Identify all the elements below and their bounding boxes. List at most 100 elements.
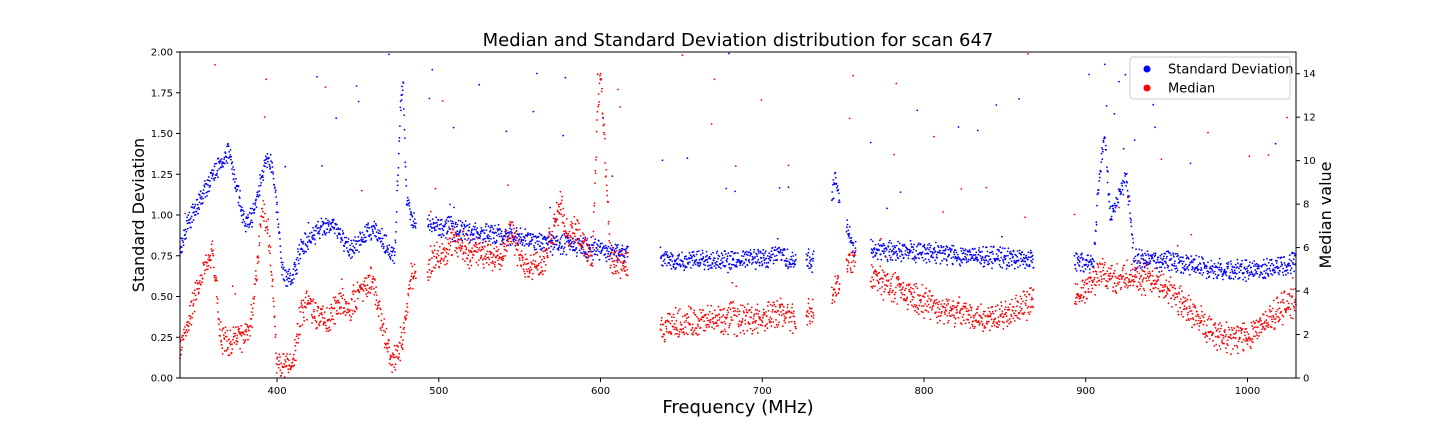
data-point xyxy=(851,271,854,274)
data-point xyxy=(1165,262,1167,264)
data-point xyxy=(757,258,760,261)
data-point xyxy=(473,233,475,236)
data-point xyxy=(760,251,762,254)
data-point xyxy=(715,252,718,255)
data-point xyxy=(293,359,296,362)
data-point xyxy=(364,287,367,290)
data-point xyxy=(661,159,664,162)
data-point xyxy=(1002,262,1005,264)
data-point xyxy=(245,328,248,331)
data-point xyxy=(775,319,777,321)
data-point xyxy=(885,248,888,251)
data-point xyxy=(937,306,939,309)
data-point xyxy=(834,171,837,174)
data-point xyxy=(1228,275,1231,277)
data-point xyxy=(721,254,724,257)
data-point xyxy=(887,279,890,282)
data-point xyxy=(1028,265,1031,268)
data-point xyxy=(933,247,936,249)
data-point xyxy=(917,242,920,245)
data-point xyxy=(664,262,666,265)
data-point xyxy=(703,320,705,323)
data-point xyxy=(535,267,538,270)
data-point xyxy=(414,226,417,229)
data-point xyxy=(394,241,397,244)
data-point xyxy=(1076,257,1079,259)
data-point xyxy=(1085,279,1087,281)
data-point xyxy=(364,225,366,228)
data-point xyxy=(349,309,351,311)
data-point xyxy=(261,207,264,210)
data-point xyxy=(1200,267,1203,269)
data-point xyxy=(1029,306,1032,309)
data-point xyxy=(529,254,532,257)
data-point xyxy=(805,253,808,256)
data-point xyxy=(515,242,517,244)
data-point xyxy=(607,245,610,248)
data-point xyxy=(1011,309,1014,312)
data-point xyxy=(1292,258,1295,261)
data-point xyxy=(279,245,282,248)
data-point xyxy=(367,274,370,277)
data-point xyxy=(682,331,685,334)
data-point xyxy=(315,321,318,324)
data-point xyxy=(986,254,988,257)
data-point xyxy=(509,243,511,245)
data-point xyxy=(1176,269,1179,272)
data-point xyxy=(621,262,624,265)
data-point xyxy=(492,228,495,231)
data-point xyxy=(1290,272,1292,275)
data-point xyxy=(322,305,324,308)
data-point xyxy=(812,257,815,260)
data-point xyxy=(1236,258,1239,261)
data-point xyxy=(939,319,941,322)
data-point xyxy=(1191,268,1193,271)
data-point xyxy=(198,201,201,204)
data-point xyxy=(845,226,848,229)
data-point xyxy=(352,239,355,242)
data-point xyxy=(432,266,435,269)
data-point xyxy=(731,263,733,266)
data-point xyxy=(310,300,313,303)
data-point xyxy=(1212,277,1215,280)
data-point xyxy=(685,320,687,322)
data-point xyxy=(836,293,838,296)
data-point xyxy=(231,343,233,345)
data-point xyxy=(878,271,881,274)
data-point xyxy=(1165,257,1168,260)
data-point xyxy=(548,230,551,233)
data-point xyxy=(1122,179,1124,182)
chart-title: Median and Standard Deviation distributi… xyxy=(483,30,994,51)
data-point xyxy=(664,321,667,324)
data-point xyxy=(987,320,990,323)
data-point xyxy=(1128,195,1131,197)
data-point xyxy=(903,297,905,300)
data-point xyxy=(581,232,584,235)
data-point xyxy=(568,230,571,233)
data-point xyxy=(1023,294,1026,296)
data-point xyxy=(428,97,431,100)
data-point xyxy=(1116,198,1119,201)
data-point xyxy=(454,249,456,252)
data-point xyxy=(786,265,788,267)
data-point xyxy=(459,230,461,233)
data-point xyxy=(365,289,368,291)
data-point xyxy=(1255,265,1257,267)
data-point xyxy=(621,247,624,250)
data-point xyxy=(466,234,469,237)
data-point xyxy=(408,204,411,207)
data-point xyxy=(309,302,312,305)
data-point xyxy=(266,232,269,235)
data-point xyxy=(192,303,195,305)
data-point xyxy=(448,226,450,228)
data-point xyxy=(877,282,880,285)
data-point xyxy=(767,266,770,269)
data-point xyxy=(1027,258,1029,261)
data-point xyxy=(354,249,357,252)
data-point xyxy=(580,246,583,249)
data-point xyxy=(924,258,927,260)
data-point xyxy=(794,260,796,262)
data-point xyxy=(870,264,873,266)
data-point xyxy=(757,313,760,315)
data-point xyxy=(395,231,397,233)
